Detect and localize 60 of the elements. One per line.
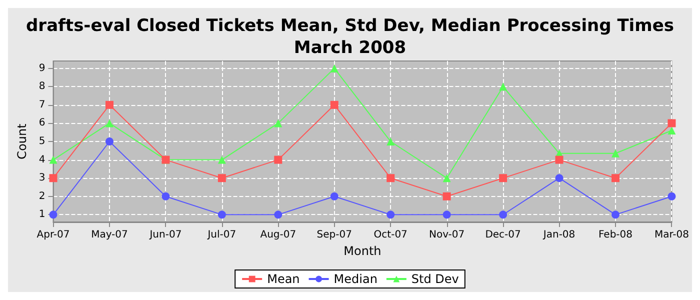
y-tick-label: 1 xyxy=(38,209,46,220)
legend-label: Std Dev xyxy=(411,272,459,286)
point xyxy=(555,156,564,164)
point xyxy=(611,174,620,182)
legend-label: Median xyxy=(334,272,378,286)
point xyxy=(442,192,451,200)
point xyxy=(386,174,395,182)
point xyxy=(611,149,620,158)
x-tick-label: Jun-07 xyxy=(148,230,182,240)
y-tick-label: 2 xyxy=(38,190,46,202)
x-tick-label: Dec-07 xyxy=(485,230,521,240)
x-tick-label: Apr-07 xyxy=(36,230,70,240)
point xyxy=(330,64,338,72)
y-tick-label: 9 xyxy=(38,62,46,74)
point xyxy=(442,174,451,182)
point xyxy=(499,174,508,182)
x-tick-label: Aug-07 xyxy=(260,230,296,240)
point xyxy=(105,100,114,109)
x-tick-label: Sep-07 xyxy=(316,230,352,240)
point xyxy=(274,119,282,128)
point xyxy=(162,192,170,200)
point xyxy=(49,156,58,164)
y-tick-label: 5 xyxy=(38,136,46,147)
point xyxy=(218,156,226,164)
x-tick-label: Mar-08 xyxy=(654,230,689,240)
y-tick-label: 4 xyxy=(38,154,46,166)
x-axis-title: Month xyxy=(344,244,382,258)
point xyxy=(330,192,338,200)
point xyxy=(386,210,395,219)
x-tick-label: Jul-07 xyxy=(206,230,236,240)
point xyxy=(274,156,282,164)
chart-title: drafts-eval Closed Tickets Mean, Std Dev, Median Processing Times March 2008 xyxy=(26,16,674,58)
x-tick-label: Oct-07 xyxy=(374,230,408,240)
point xyxy=(386,138,395,146)
point xyxy=(218,174,226,182)
point xyxy=(668,119,676,128)
point xyxy=(330,100,338,109)
point xyxy=(612,210,620,219)
x-tick-label: Jan-08 xyxy=(542,230,576,240)
point xyxy=(105,119,114,128)
x-tick-label: Feb-08 xyxy=(598,230,633,240)
y-tick-label: 8 xyxy=(38,81,46,92)
point xyxy=(668,126,676,135)
point xyxy=(49,210,58,219)
point xyxy=(499,210,508,219)
x-tick-label: Nov-07 xyxy=(429,230,465,240)
y-axis-title: Count xyxy=(15,123,29,160)
y-tick-label: 7 xyxy=(38,99,46,110)
point xyxy=(442,210,451,219)
point xyxy=(105,138,114,146)
point xyxy=(555,174,564,182)
legend-label: Mean xyxy=(267,272,300,286)
y-tick-label: 3 xyxy=(38,172,46,184)
x-tick-label: May-07 xyxy=(91,230,128,240)
point xyxy=(218,210,226,219)
point xyxy=(499,82,508,91)
y-tick-label: 6 xyxy=(38,118,46,129)
point xyxy=(668,192,676,200)
point xyxy=(274,210,282,219)
point xyxy=(49,174,58,182)
